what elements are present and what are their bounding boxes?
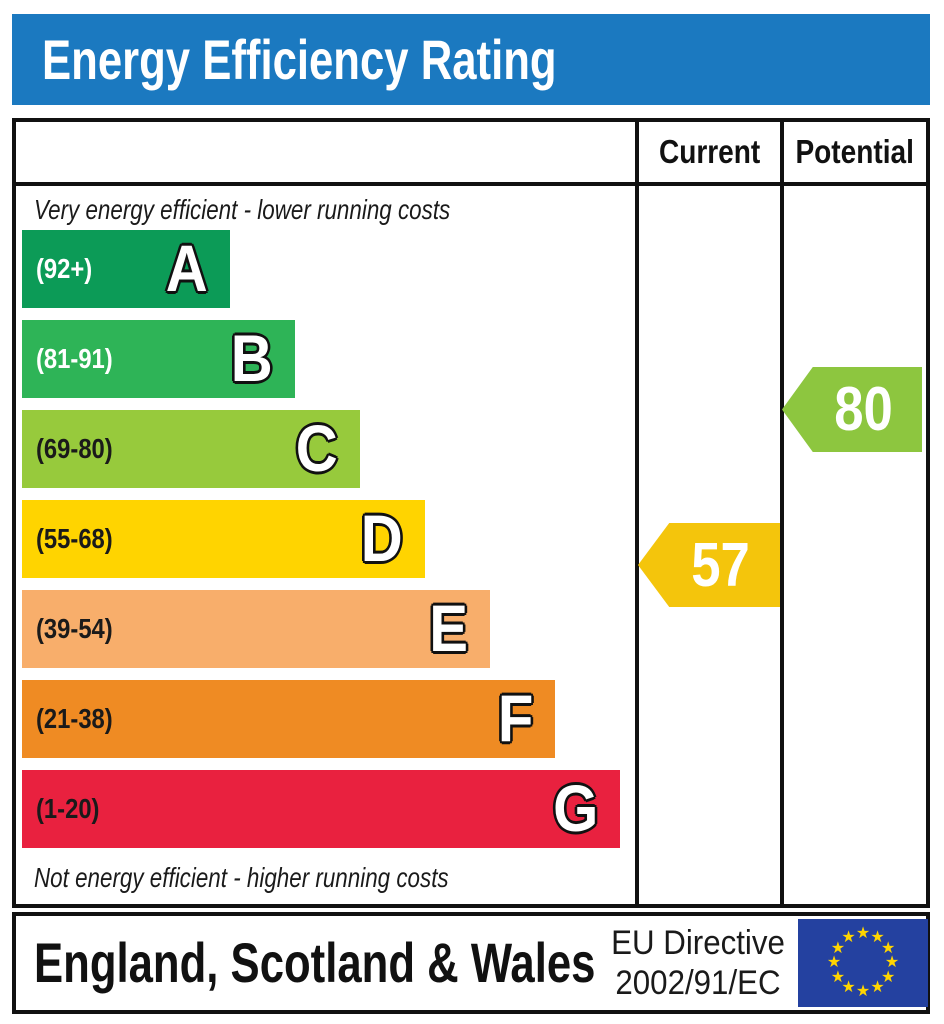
band-range-label: (81-91): [36, 343, 113, 374]
current-rating-value: 57: [690, 530, 750, 600]
epc-band-f: (21-38) F: [22, 680, 555, 758]
rating-table: Current Potential Very energy efficient …: [12, 118, 930, 908]
eu-flag-star-icon: ★: [826, 954, 842, 971]
eu-flag-star-icon: ★: [841, 928, 856, 946]
epc-band-g: (1-20) G: [22, 770, 620, 848]
eu-flag-star-icon: ★: [880, 968, 896, 986]
band-range-label: (92+): [36, 253, 93, 284]
eu-flag-star-icon: ★: [870, 979, 885, 997]
region-label: England, Scotland & Wales: [34, 931, 596, 994]
band-letter: F: [497, 681, 533, 755]
band-letter: B: [231, 321, 273, 395]
band-letter: E: [429, 591, 468, 665]
eu-directive-line2: 2002/91/EC: [615, 964, 781, 1002]
eu-flag-star-icon: ★: [870, 928, 885, 946]
eu-flag-star-icon: ★: [841, 979, 856, 997]
eu-flag-star-icon: ★: [830, 968, 846, 986]
epc-band-d: (55-68) D: [22, 500, 425, 578]
footer-bar: England, Scotland & Wales EU Directive 2…: [12, 912, 930, 1014]
eu-directive-line1: EU Directive: [611, 923, 785, 962]
band-letter: G: [552, 771, 598, 845]
eu-flag-star-icon: ★: [855, 983, 871, 1000]
top-note: Very energy efficient - lower running co…: [34, 194, 451, 225]
title-bar: Energy Efficiency Rating: [12, 14, 930, 105]
column-divider-left: [635, 122, 639, 904]
page-title: Energy Efficiency Rating: [42, 28, 557, 91]
epc-band-b: (81-91) B: [22, 320, 295, 398]
band-chart-area: Very energy efficient - lower running co…: [16, 186, 635, 904]
band-range-label: (21-38): [36, 703, 113, 734]
column-header-potential-label: Potential: [795, 133, 915, 170]
potential-rating-arrow: 80: [782, 367, 922, 452]
header-underline: [16, 182, 926, 186]
band-range-label: (39-54): [36, 613, 113, 644]
band-letter: A: [166, 231, 208, 305]
column-header-current-label: Current: [658, 133, 761, 170]
epc-band-a: (92+) A: [22, 230, 230, 308]
current-rating-arrow: 57: [638, 523, 780, 607]
band-range-label: (69-80): [36, 433, 113, 464]
eu-flag-star-icon: ★: [880, 939, 896, 957]
eu-directive-label: EU Directive 2002/91/EC: [610, 922, 787, 1004]
column-divider-right: [780, 122, 784, 904]
column-header-current: Current: [639, 122, 780, 182]
band-letter: C: [296, 411, 338, 485]
band-range-label: (1-20): [36, 793, 100, 824]
epc-band-e: (39-54) E: [22, 590, 490, 668]
eu-flag-star-icon: ★: [830, 939, 846, 957]
potential-rating-value: 80: [833, 375, 893, 444]
epc-band-c: (69-80) C: [22, 410, 360, 488]
eu-flag-star-icon: ★: [884, 954, 900, 971]
bottom-note: Not energy efficient - higher running co…: [34, 862, 449, 893]
column-header-potential: Potential: [784, 122, 926, 182]
band-letter: D: [361, 501, 403, 575]
band-range-label: (55-68): [36, 523, 113, 554]
eu-flag-star-icon: ★: [855, 925, 871, 942]
eu-flag-icon: ★ ★ ★ ★ ★ ★ ★ ★ ★ ★ ★ ★: [798, 919, 928, 1007]
